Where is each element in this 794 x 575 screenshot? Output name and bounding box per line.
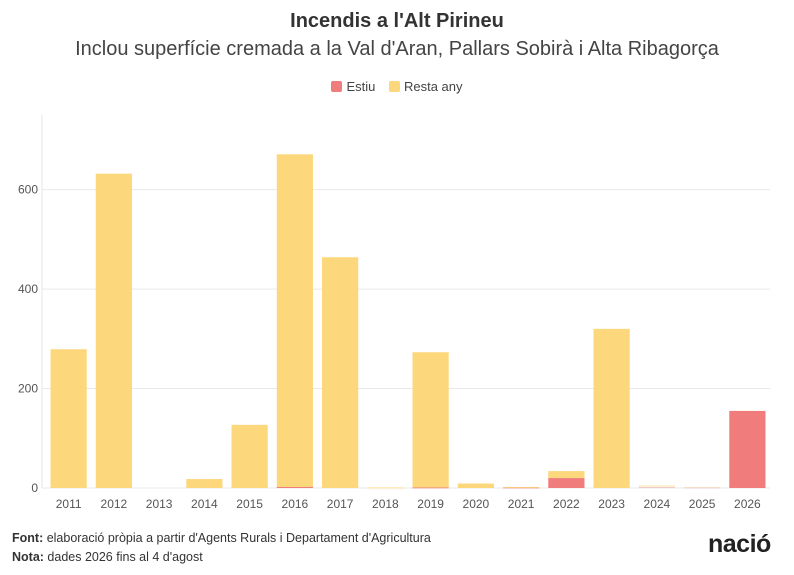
x-tick-label-2023: 2023 xyxy=(598,497,625,511)
footer-note-text: dades 2026 fins al 4 d'agost xyxy=(43,550,203,564)
footer-source: Font: elaboració pròpia a partir d'Agent… xyxy=(12,531,431,545)
x-tick-label-2015: 2015 xyxy=(236,497,263,511)
bar-resta-any-2018 xyxy=(367,487,404,489)
legend: Estiu Resta any xyxy=(0,79,794,94)
footer-note-label: Nota: xyxy=(12,550,44,564)
bar-resta-any-2011 xyxy=(50,349,87,488)
y-tick-label-400: 400 xyxy=(18,282,38,296)
x-tick-label-2026: 2026 xyxy=(734,497,761,511)
bar-resta-any-2022 xyxy=(548,471,585,479)
y-tick-label-200: 200 xyxy=(18,382,38,396)
chart-subtitle: Inclou superfície cremada a la Val d'Ara… xyxy=(75,38,719,60)
bar-resta-any-2021 xyxy=(503,487,540,488)
legend-swatch-estiu xyxy=(331,81,343,92)
bar-resta-any-2012 xyxy=(95,173,132,488)
bar-resta-any-2019 xyxy=(412,352,449,488)
bar-resta-any-2023 xyxy=(593,328,630,488)
bar-resta-any-2016 xyxy=(276,154,313,488)
x-tick-label-2012: 2012 xyxy=(101,497,128,511)
footer-source-label: Font: xyxy=(12,531,44,545)
legend-item-estiu[interactable]: Estiu xyxy=(331,79,375,94)
bar-estiu-2022 xyxy=(548,478,585,488)
bar-estiu-2025 xyxy=(684,487,721,489)
y-tick-label-0: 0 xyxy=(31,481,38,495)
bar-resta-any-2017 xyxy=(322,257,359,488)
bar-chart: 0 200 400 600 2011 2012 2013 2014 2015 2016 2017 20… xyxy=(18,115,770,511)
nacio-logo: nació xyxy=(708,530,771,558)
bar-estiu-2024 xyxy=(638,487,675,488)
x-tick-label-2013: 2013 xyxy=(146,497,173,511)
bar-estiu-2021 xyxy=(503,487,540,489)
x-tick-label-2014: 2014 xyxy=(191,497,218,511)
x-tick-label-2016: 2016 xyxy=(282,497,309,511)
bar-estiu-2016 xyxy=(276,487,313,488)
x-tick-label-2025: 2025 xyxy=(689,497,716,511)
x-tick-label-2019: 2019 xyxy=(417,497,444,511)
bar-resta-any-2025 xyxy=(684,487,721,488)
y-tick-label-600: 600 xyxy=(18,183,38,197)
footer-source-text: elaboració pròpia a partir d'Agents Rura… xyxy=(43,531,431,545)
x-tick-label-2021: 2021 xyxy=(508,497,535,511)
x-tick-label-2020: 2020 xyxy=(463,497,490,511)
bar-resta-any-2015 xyxy=(231,424,268,488)
bar-estiu-2019 xyxy=(412,487,449,489)
footer-note: Nota: dades 2026 fins al 4 d'agost xyxy=(12,550,203,564)
x-tick-label-2017: 2017 xyxy=(327,497,354,511)
x-tick-label-2024: 2024 xyxy=(644,497,671,511)
x-tick-label-2022: 2022 xyxy=(553,497,580,511)
bar-estiu-2026 xyxy=(729,410,766,488)
x-tick-label-2018: 2018 xyxy=(372,497,399,511)
legend-swatch-resta-any xyxy=(388,81,400,92)
legend-item-resta-any[interactable]: Resta any xyxy=(388,79,463,94)
bar-resta-any-2014 xyxy=(186,479,223,488)
legend-label-resta-any: Resta any xyxy=(403,79,463,94)
legend-label-estiu: Estiu xyxy=(346,79,376,94)
chart-title: Incendis a l'Alt Pirineu xyxy=(290,10,504,32)
bar-resta-any-2020 xyxy=(457,483,494,488)
bar-resta-any-2024 xyxy=(638,485,675,488)
x-tick-label-2011: 2011 xyxy=(56,497,82,511)
